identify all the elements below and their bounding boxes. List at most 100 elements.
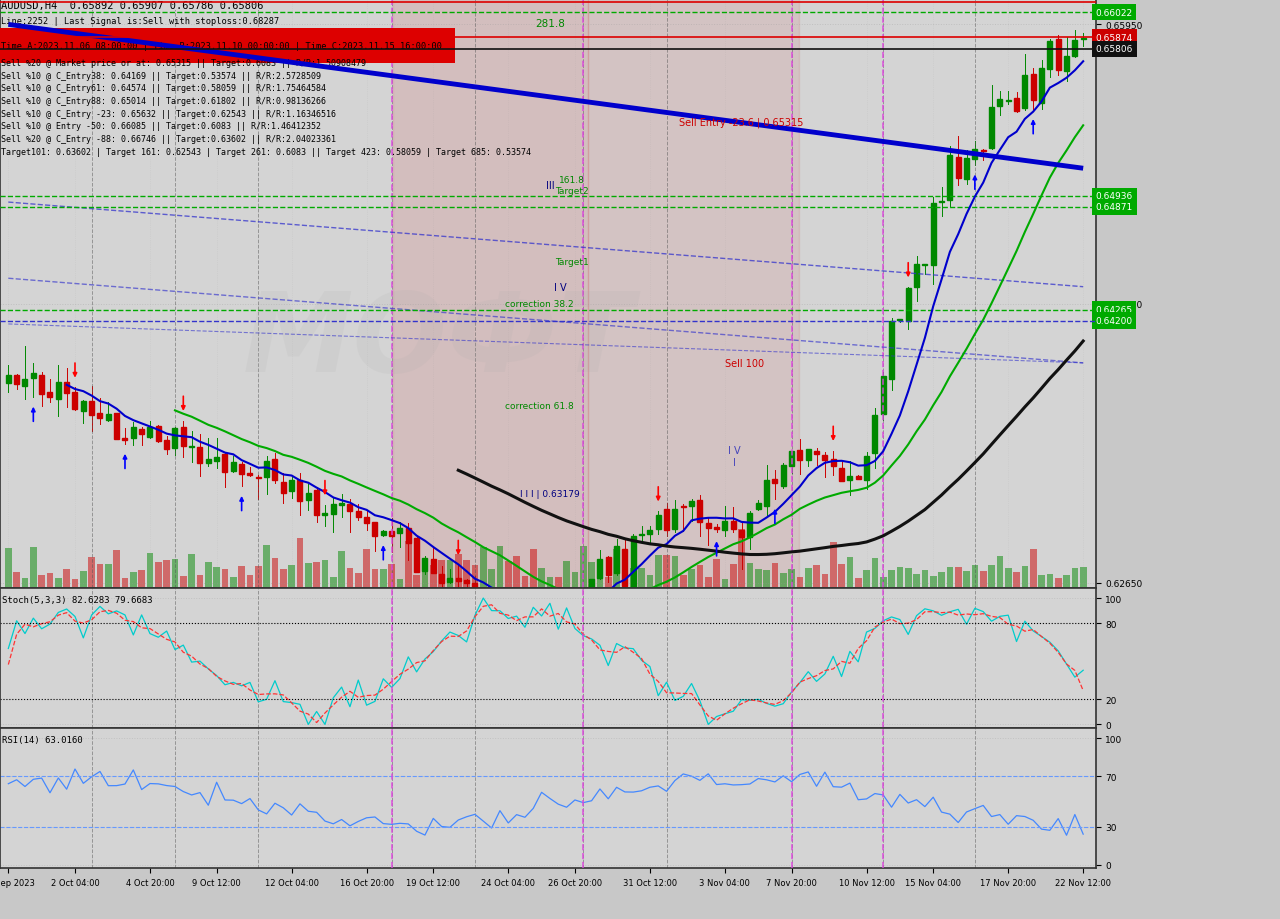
- Bar: [138, 571, 145, 588]
- Bar: [347, 505, 352, 512]
- Bar: [106, 414, 111, 421]
- Bar: [822, 456, 827, 460]
- Bar: [422, 559, 428, 571]
- Bar: [746, 563, 753, 588]
- Text: Sell 100: Sell 100: [726, 358, 764, 369]
- Bar: [856, 477, 860, 479]
- Bar: [114, 414, 119, 439]
- Bar: [589, 562, 595, 588]
- Bar: [430, 565, 436, 588]
- Bar: [238, 566, 244, 588]
- Bar: [772, 563, 778, 588]
- Bar: [398, 528, 402, 534]
- Bar: [1047, 41, 1052, 70]
- Bar: [256, 478, 261, 479]
- Bar: [47, 392, 52, 398]
- Bar: [655, 516, 660, 529]
- Bar: [323, 514, 328, 516]
- Bar: [705, 523, 710, 528]
- Bar: [205, 562, 211, 588]
- Bar: [914, 265, 919, 288]
- Bar: [23, 380, 27, 387]
- Bar: [1006, 100, 1011, 102]
- Bar: [1073, 41, 1078, 57]
- Bar: [639, 569, 645, 588]
- Bar: [73, 392, 78, 409]
- Bar: [431, 560, 435, 573]
- Bar: [805, 449, 810, 460]
- Bar: [356, 512, 361, 517]
- Bar: [465, 580, 468, 584]
- Bar: [14, 375, 19, 385]
- Bar: [393, 0, 588, 588]
- Text: I I I | 0.63179: I I I | 0.63179: [520, 489, 580, 498]
- Bar: [988, 565, 995, 588]
- Bar: [689, 569, 695, 588]
- Bar: [589, 580, 594, 597]
- Bar: [872, 559, 878, 588]
- Bar: [689, 502, 694, 506]
- Bar: [280, 482, 285, 494]
- Bar: [230, 577, 237, 588]
- Bar: [72, 579, 78, 588]
- Bar: [838, 564, 845, 588]
- Bar: [488, 569, 495, 588]
- Bar: [506, 599, 511, 615]
- Bar: [29, 548, 37, 588]
- Bar: [6, 375, 10, 383]
- Bar: [831, 460, 836, 467]
- Bar: [797, 450, 803, 460]
- Bar: [1021, 567, 1028, 588]
- Bar: [388, 564, 396, 588]
- Bar: [580, 546, 586, 588]
- Bar: [172, 560, 178, 588]
- Bar: [906, 289, 910, 322]
- Bar: [840, 468, 844, 481]
- Bar: [40, 376, 45, 395]
- Bar: [330, 577, 337, 588]
- Bar: [404, 541, 412, 588]
- Bar: [755, 570, 762, 588]
- Bar: [173, 428, 178, 448]
- Text: Sell %10 @ C_Entry -23: 0.65632 || Target:0.62543 || R/R:1.16346516: Sell %10 @ C_Entry -23: 0.65632 || Targe…: [1, 109, 337, 119]
- Bar: [931, 203, 936, 266]
- Bar: [1080, 567, 1087, 588]
- Bar: [306, 494, 311, 500]
- Bar: [515, 613, 520, 616]
- Bar: [447, 561, 453, 588]
- Text: 0.64871: 0.64871: [1096, 203, 1133, 212]
- Bar: [548, 612, 553, 618]
- Text: 0.64936: 0.64936: [1096, 192, 1133, 201]
- Bar: [454, 554, 462, 588]
- Bar: [796, 578, 804, 588]
- Bar: [873, 416, 877, 453]
- Text: I V
I: I V I: [728, 446, 740, 467]
- Bar: [97, 413, 102, 418]
- Bar: [338, 551, 344, 588]
- Text: correction 38.2: correction 38.2: [504, 300, 573, 309]
- Bar: [997, 100, 1002, 107]
- Bar: [1064, 575, 1070, 588]
- Bar: [605, 557, 611, 575]
- Bar: [955, 568, 961, 588]
- Bar: [415, 539, 419, 572]
- Bar: [355, 573, 362, 588]
- Bar: [714, 528, 719, 529]
- Bar: [947, 156, 952, 200]
- Bar: [264, 546, 270, 588]
- Bar: [380, 531, 385, 535]
- Text: Target1: Target1: [554, 257, 589, 267]
- Bar: [123, 438, 128, 440]
- Text: III: III: [545, 181, 554, 191]
- Bar: [1030, 74, 1036, 101]
- Bar: [989, 108, 995, 149]
- Bar: [372, 523, 378, 537]
- Bar: [463, 561, 470, 588]
- Bar: [739, 529, 745, 588]
- Bar: [140, 429, 145, 435]
- Text: МОФТ: МОФТ: [243, 288, 634, 394]
- Bar: [81, 402, 86, 412]
- Bar: [664, 509, 669, 530]
- Bar: [206, 460, 211, 463]
- Bar: [448, 578, 452, 583]
